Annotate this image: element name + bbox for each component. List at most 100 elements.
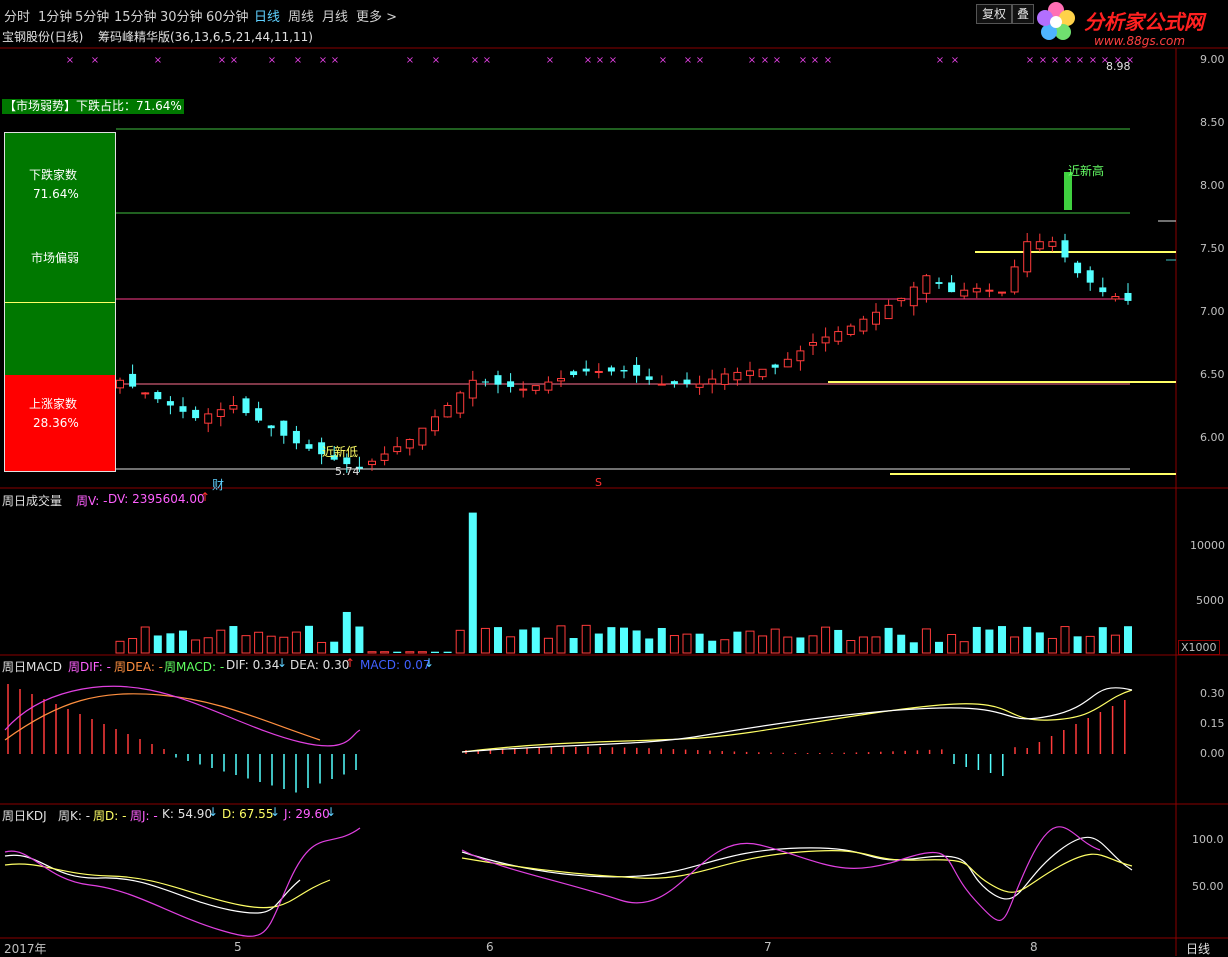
volume-bar	[266, 635, 276, 654]
period-tab-monthly[interactable]: 月线	[322, 10, 349, 25]
volume-bar	[480, 627, 490, 654]
dif-line	[461, 687, 1133, 753]
candle-body	[872, 311, 880, 325]
down-arrow-icon: ↓	[270, 805, 281, 819]
down-arrow-icon: ↓	[208, 805, 219, 819]
volume-bar	[229, 626, 238, 653]
volume-bar	[543, 637, 553, 654]
candle-body	[972, 287, 981, 293]
signal-marker: ×	[659, 55, 667, 66]
period-tab-5min[interactable]: 5分钟	[75, 10, 110, 25]
candle-body	[1074, 262, 1082, 274]
candle-body	[229, 405, 238, 410]
price-axis-label: 8.50	[1200, 116, 1225, 129]
s-marker[interactable]: S	[595, 476, 602, 489]
candle-body	[507, 381, 515, 387]
volume-bar	[179, 630, 187, 653]
period-tab-daily[interactable]: 日线	[254, 10, 281, 25]
signal-marker: ×	[773, 55, 781, 66]
time-axis-label: 5	[234, 940, 242, 954]
up-arrow-icon: ↑	[345, 656, 356, 670]
candle-body	[418, 427, 427, 446]
volume-bar	[279, 636, 289, 654]
candle-body	[343, 457, 351, 465]
volume-bar	[355, 626, 364, 653]
volume-bar	[317, 641, 327, 654]
macd-macd-label: 周MACD: -	[164, 660, 225, 674]
volume-bar	[682, 633, 692, 654]
volume-bar	[1060, 626, 1070, 654]
candle-body	[368, 460, 376, 466]
volume-bar	[834, 629, 843, 653]
kdj-j-line	[461, 826, 1101, 921]
volume-bar	[1047, 637, 1057, 654]
period-tab-30min[interactable]: 30分钟	[160, 10, 203, 25]
signal-marker: ×	[218, 55, 226, 66]
candle-body	[154, 392, 162, 400]
signal-marker: ×	[761, 55, 769, 66]
volume-bar	[405, 651, 415, 654]
signal-marker: ×	[154, 55, 162, 66]
candle-body	[922, 275, 931, 294]
signal-marker: ×	[584, 55, 592, 66]
volume-bar	[720, 639, 730, 654]
volume-bar	[935, 641, 943, 653]
candle-body	[998, 291, 1006, 294]
volume-bar	[128, 638, 138, 654]
period-tab-60min[interactable]: 60分钟	[206, 10, 249, 25]
volume-bar	[1085, 635, 1095, 654]
candle-body	[657, 383, 666, 386]
candle-body	[1099, 287, 1107, 293]
period-tab-15min[interactable]: 15分钟	[114, 10, 157, 25]
candle-body	[1048, 241, 1057, 247]
volume-bar	[708, 640, 717, 653]
volume-bar	[695, 633, 704, 653]
time-axis-label: 8	[1030, 940, 1038, 954]
candle-body	[909, 286, 918, 307]
volume-bar	[645, 638, 654, 653]
signal-marker: ×	[432, 55, 440, 66]
candle-body	[1035, 241, 1044, 250]
period-tab-1min[interactable]: 1分钟	[38, 10, 73, 25]
logo-title: 分析家公式网	[1084, 10, 1204, 34]
candle-body	[708, 378, 717, 385]
candle-body	[846, 325, 855, 335]
candle-body	[1061, 240, 1069, 258]
volume-bar	[1110, 634, 1120, 654]
down-ratio-block	[5, 133, 115, 375]
volume-bar	[871, 636, 881, 654]
period-tab-weekly[interactable]: 周线	[288, 10, 315, 25]
candle-body	[683, 379, 691, 385]
signal-marker: ×	[936, 55, 944, 66]
high-price-label: 8.98	[1106, 60, 1131, 73]
volume-bar	[1098, 627, 1107, 653]
kdj-d-line	[4, 863, 331, 909]
volume-bar	[191, 639, 201, 654]
panel-borders	[0, 47, 1228, 956]
finance-marker[interactable]: 财	[212, 478, 225, 492]
volume-bar	[581, 624, 591, 654]
volume-bar	[985, 629, 994, 653]
period-tab-more[interactable]: 更多 >	[356, 10, 398, 25]
up-count-label: 上涨家数	[29, 397, 78, 411]
market-weak-label: 市场偏弱	[31, 251, 80, 265]
volume-bar	[972, 626, 981, 653]
candle-body	[129, 373, 137, 387]
candle-body	[582, 368, 590, 372]
volume-bar	[115, 640, 125, 654]
signal-marker: ×	[406, 55, 414, 66]
volume-bar	[291, 631, 301, 654]
candle-body	[192, 409, 200, 419]
kdj-d-label: 周D: -	[93, 809, 127, 823]
volume-bar	[203, 637, 213, 654]
macd-dea-value: DEA: 0.30	[290, 658, 350, 672]
candle-body	[443, 405, 452, 418]
near-new-high-label: 近新高	[1068, 164, 1105, 178]
candle-body	[216, 409, 225, 417]
overlay-button[interactable]: 叠	[1012, 4, 1034, 24]
period-tab-fenshi[interactable]: 分时	[4, 10, 31, 25]
candle-body	[746, 370, 754, 376]
fuquan-button[interactable]: 复权	[976, 4, 1012, 24]
volume-bar	[431, 651, 439, 653]
